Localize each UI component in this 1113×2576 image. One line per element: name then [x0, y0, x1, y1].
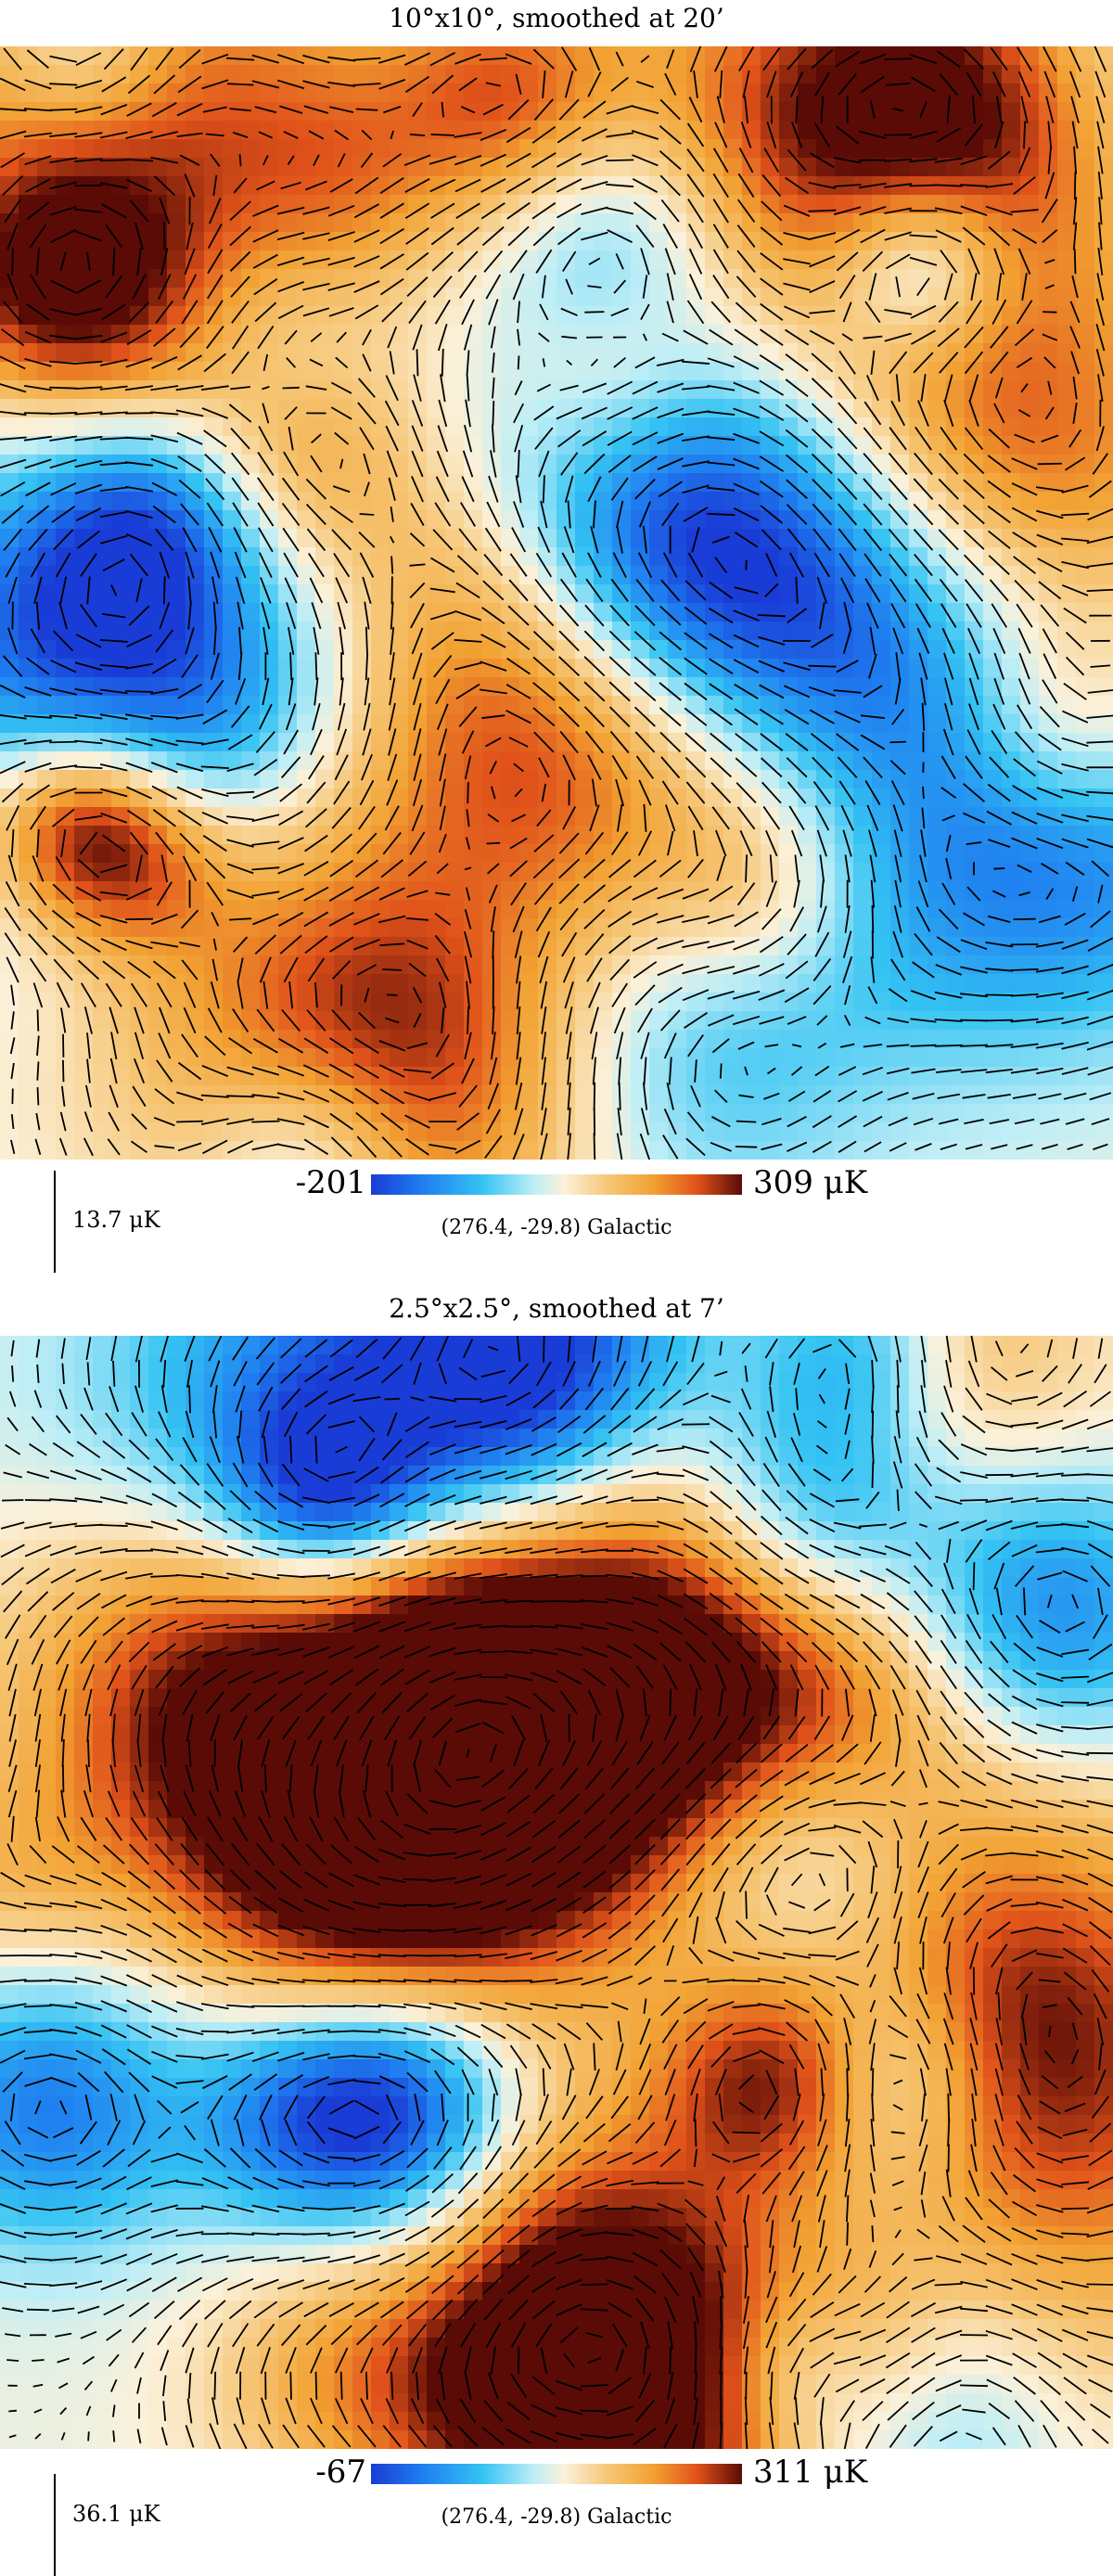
polarization-scale-bar-2: [54, 2474, 56, 2576]
temperature-field: [0, 1336, 1113, 2449]
temperature-polarization-map-1: [0, 46, 1113, 1160]
colorbar-2: [371, 2464, 742, 2484]
colorbar-min-1: -201: [295, 1164, 366, 1201]
colorbar-max-2: 311 μK: [753, 2454, 868, 2491]
panel-2-title: 2.5°x2.5°, smoothed at 7’: [389, 1293, 724, 1324]
polarization-vectors: [0, 46, 1113, 1160]
temperature-field: [0, 46, 1113, 1160]
scale-bar-label-2: 36.1 μK: [72, 2501, 160, 2527]
coordinates-label-2: (276.4, -29.8) Galactic: [441, 2506, 672, 2529]
polarization-vectors: [0, 1336, 1113, 2449]
colorbar-min-2: -67: [315, 2454, 366, 2491]
temperature-polarization-map-2: [0, 1336, 1113, 2449]
polarization-scale-bar-1: [54, 1171, 56, 1273]
colorbar-1: [371, 1174, 742, 1195]
scale-bar-label-1: 13.7 μK: [72, 1207, 160, 1233]
coordinates-label-1: (276.4, -29.8) Galactic: [441, 1216, 672, 1239]
panel-1-title: 10°x10°, smoothed at 20’: [389, 3, 724, 33]
colorbar-max-1: 309 μK: [753, 1164, 868, 1201]
